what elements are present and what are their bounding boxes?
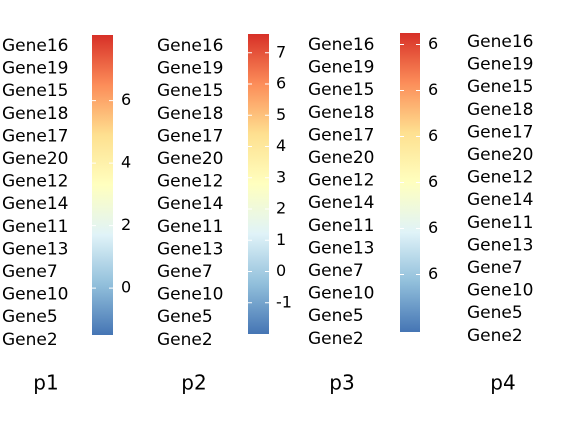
gene-label: Gene7 [157,262,213,282]
panel-label: p2 [181,371,206,395]
color-bar [400,33,420,332]
gene-label: Gene19 [467,55,534,75]
gene-label: Gene10 [308,284,375,304]
color-bar [248,34,269,334]
color-bar-tick-label: 0 [121,278,131,297]
color-bar-tick-label: 6 [428,264,438,283]
panel-label: p4 [490,371,515,395]
gene-label: Gene11 [157,217,224,237]
gene-label: Gene2 [2,330,58,350]
gene-label: Gene20 [467,145,534,165]
color-bar-tick-label: 6 [428,34,438,53]
gene-label: Gene12 [467,168,534,188]
gene-label: Gene17 [467,122,534,142]
gene-label: Gene13 [2,239,69,259]
color-bar-tick-label: 4 [276,136,286,155]
panel-label: p3 [329,371,354,395]
gene-label: Gene10 [157,285,224,305]
gene-label: Gene12 [2,172,69,192]
gene-label: Gene11 [308,216,375,236]
color-bar-tick-label: 6 [276,74,286,93]
color-bar-tick-label: 6 [428,80,438,99]
gene-label: Gene14 [2,194,69,214]
gene-label: Gene12 [157,172,224,192]
color-bar-tick-label: 6 [428,172,438,191]
color-bar-tick-label: 2 [276,199,286,218]
gene-label: Gene16 [157,36,224,56]
color-bar-tick-label: 5 [276,105,286,124]
color-bar-tick-label: 4 [121,153,131,172]
gene-label: Gene13 [157,239,224,259]
gene-label: Gene19 [2,59,69,79]
gene-label: Gene17 [2,126,69,146]
color-bar [92,35,113,335]
color-bar-tick-label: 0 [276,261,286,280]
gene-label: Gene16 [308,35,375,55]
gene-label: Gene19 [157,59,224,79]
gene-label: Gene18 [467,100,534,120]
gene-label: Gene20 [2,149,69,169]
gene-label: Gene15 [2,81,69,101]
color-bar-tick-label: 3 [276,167,286,186]
gene-label: Gene7 [467,258,523,278]
gene-label: Gene2 [157,330,213,350]
gene-label: Gene11 [2,217,69,237]
panel-label: p1 [33,371,58,395]
gene-label: Gene5 [2,307,58,327]
color-bar-tick-label: -1 [276,292,292,311]
gene-label: Gene15 [157,81,224,101]
gene-label: Gene16 [467,32,534,52]
gene-label: Gene18 [2,104,69,124]
gene-label: Gene5 [467,303,523,323]
gene-label: Gene15 [467,77,534,97]
gene-label: Gene10 [2,285,69,305]
gene-label: Gene2 [467,326,523,346]
gene-label: Gene18 [157,104,224,124]
gene-label: Gene12 [308,171,375,191]
gene-label: Gene5 [157,307,213,327]
gene-label: Gene13 [308,238,375,258]
gene-label: Gene11 [467,213,534,233]
gene-label: Gene17 [157,126,224,146]
gene-label: Gene16 [2,36,69,56]
gene-label: Gene13 [467,235,534,255]
gene-label: Gene14 [157,194,224,214]
gene-label: Gene14 [467,190,534,210]
color-bar-tick-label: 7 [276,42,286,61]
gene-label: Gene15 [308,80,375,100]
gene-label: Gene14 [308,193,375,213]
gene-label: Gene7 [308,261,364,281]
gene-label: Gene19 [308,58,375,78]
color-bar-tick-label: 6 [428,218,438,237]
gene-label: Gene18 [308,103,375,123]
gene-label: Gene5 [308,306,364,326]
color-bar-tick-label: 2 [121,215,131,234]
gene-label: Gene2 [308,329,364,349]
gene-label: Gene20 [308,148,375,168]
color-bar-tick-label: 6 [121,90,131,109]
color-bar-tick-label: 1 [276,230,286,249]
gene-label: Gene10 [467,281,534,301]
gene-label: Gene20 [157,149,224,169]
gene-label: Gene7 [2,262,58,282]
gene-label: Gene17 [308,125,375,145]
color-bar-tick-label: 6 [428,126,438,145]
